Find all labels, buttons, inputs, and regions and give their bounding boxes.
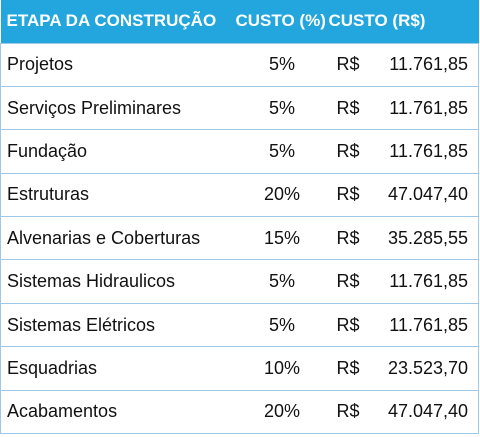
cell-currency[interactable]: R$ [324, 173, 372, 218]
cell-currency[interactable]: R$ [324, 216, 372, 261]
cell-custo-pct[interactable]: 20% [227, 390, 325, 435]
cell-etapa[interactable]: Acabamentos [0, 390, 228, 435]
cell-custo-valor[interactable]: 47.047,40 [371, 390, 480, 435]
cell-etapa[interactable]: Projetos [0, 42, 228, 87]
cell-custo-pct[interactable]: 10% [227, 346, 325, 391]
cell-custo-pct[interactable]: 20% [227, 173, 325, 218]
cell-custo-pct[interactable]: 5% [227, 129, 325, 174]
header-etapa[interactable]: ETAPA DA CONSTRUÇÃO [0, 0, 228, 43]
cell-etapa[interactable]: Alvenarias e Coberturas [0, 216, 228, 261]
table-row: Alvenarias e Coberturas 15% R$ 35.285,55 [0, 216, 480, 261]
header-custo-pct[interactable]: CUSTO (%) [227, 0, 325, 43]
cell-custo-valor[interactable]: 11.761,85 [371, 303, 480, 348]
table-row: Estruturas 20% R$ 47.047,40 [0, 173, 480, 218]
cell-custo-valor[interactable]: 11.761,85 [371, 259, 480, 304]
cell-custo-pct[interactable]: 5% [227, 42, 325, 87]
cell-custo-pct[interactable]: 15% [227, 216, 325, 261]
cell-etapa[interactable]: Esquadrias [0, 346, 228, 391]
cell-currency[interactable]: R$ [324, 42, 372, 87]
cell-custo-valor[interactable]: 23.523,70 [371, 346, 480, 391]
table-row: Fundação 5% R$ 11.761,85 [0, 129, 480, 174]
cell-currency[interactable]: R$ [324, 129, 372, 174]
cell-etapa[interactable]: Fundação [0, 129, 228, 174]
cell-custo-valor[interactable]: 11.761,85 [371, 86, 480, 131]
table-body: Projetos 5% R$ 11.761,85 Serviços Prelim… [0, 42, 480, 435]
header-custo-valor[interactable]: CUSTO (R$) [324, 0, 479, 43]
cell-custo-pct[interactable]: 5% [227, 303, 325, 348]
table-row: Sistemas Hidraulicos 5% R$ 11.761,85 [0, 259, 480, 304]
cell-currency[interactable]: R$ [324, 390, 372, 435]
table-row: Acabamentos 20% R$ 47.047,40 [0, 390, 480, 435]
cell-currency[interactable]: R$ [324, 86, 372, 131]
cell-currency[interactable]: R$ [324, 259, 372, 304]
cell-custo-valor[interactable]: 11.761,85 [371, 129, 480, 174]
cell-custo-valor[interactable]: 47.047,40 [371, 173, 480, 218]
cell-custo-pct[interactable]: 5% [227, 259, 325, 304]
cell-etapa[interactable]: Estruturas [0, 173, 228, 218]
cell-etapa[interactable]: Sistemas Elétricos [0, 303, 228, 348]
cell-custo-valor[interactable]: 35.285,55 [371, 216, 480, 261]
cell-custo-valor[interactable]: 11.761,85 [371, 42, 480, 87]
table-row: Serviços Preliminares 5% R$ 11.761,85 [0, 86, 480, 131]
cell-etapa[interactable]: Serviços Preliminares [0, 86, 228, 131]
table-row: Projetos 5% R$ 11.761,85 [0, 42, 480, 87]
cell-etapa[interactable]: Sistemas Hidraulicos [0, 259, 228, 304]
cell-currency[interactable]: R$ [324, 346, 372, 391]
table-row: Sistemas Elétricos 5% R$ 11.761,85 [0, 303, 480, 348]
header-row: ETAPA DA CONSTRUÇÃO CUSTO (%) CUSTO (R$) [0, 0, 479, 43]
cell-custo-pct[interactable]: 5% [227, 86, 325, 131]
cell-currency[interactable]: R$ [324, 303, 372, 348]
table-row: Esquadrias 10% R$ 23.523,70 [0, 346, 480, 391]
